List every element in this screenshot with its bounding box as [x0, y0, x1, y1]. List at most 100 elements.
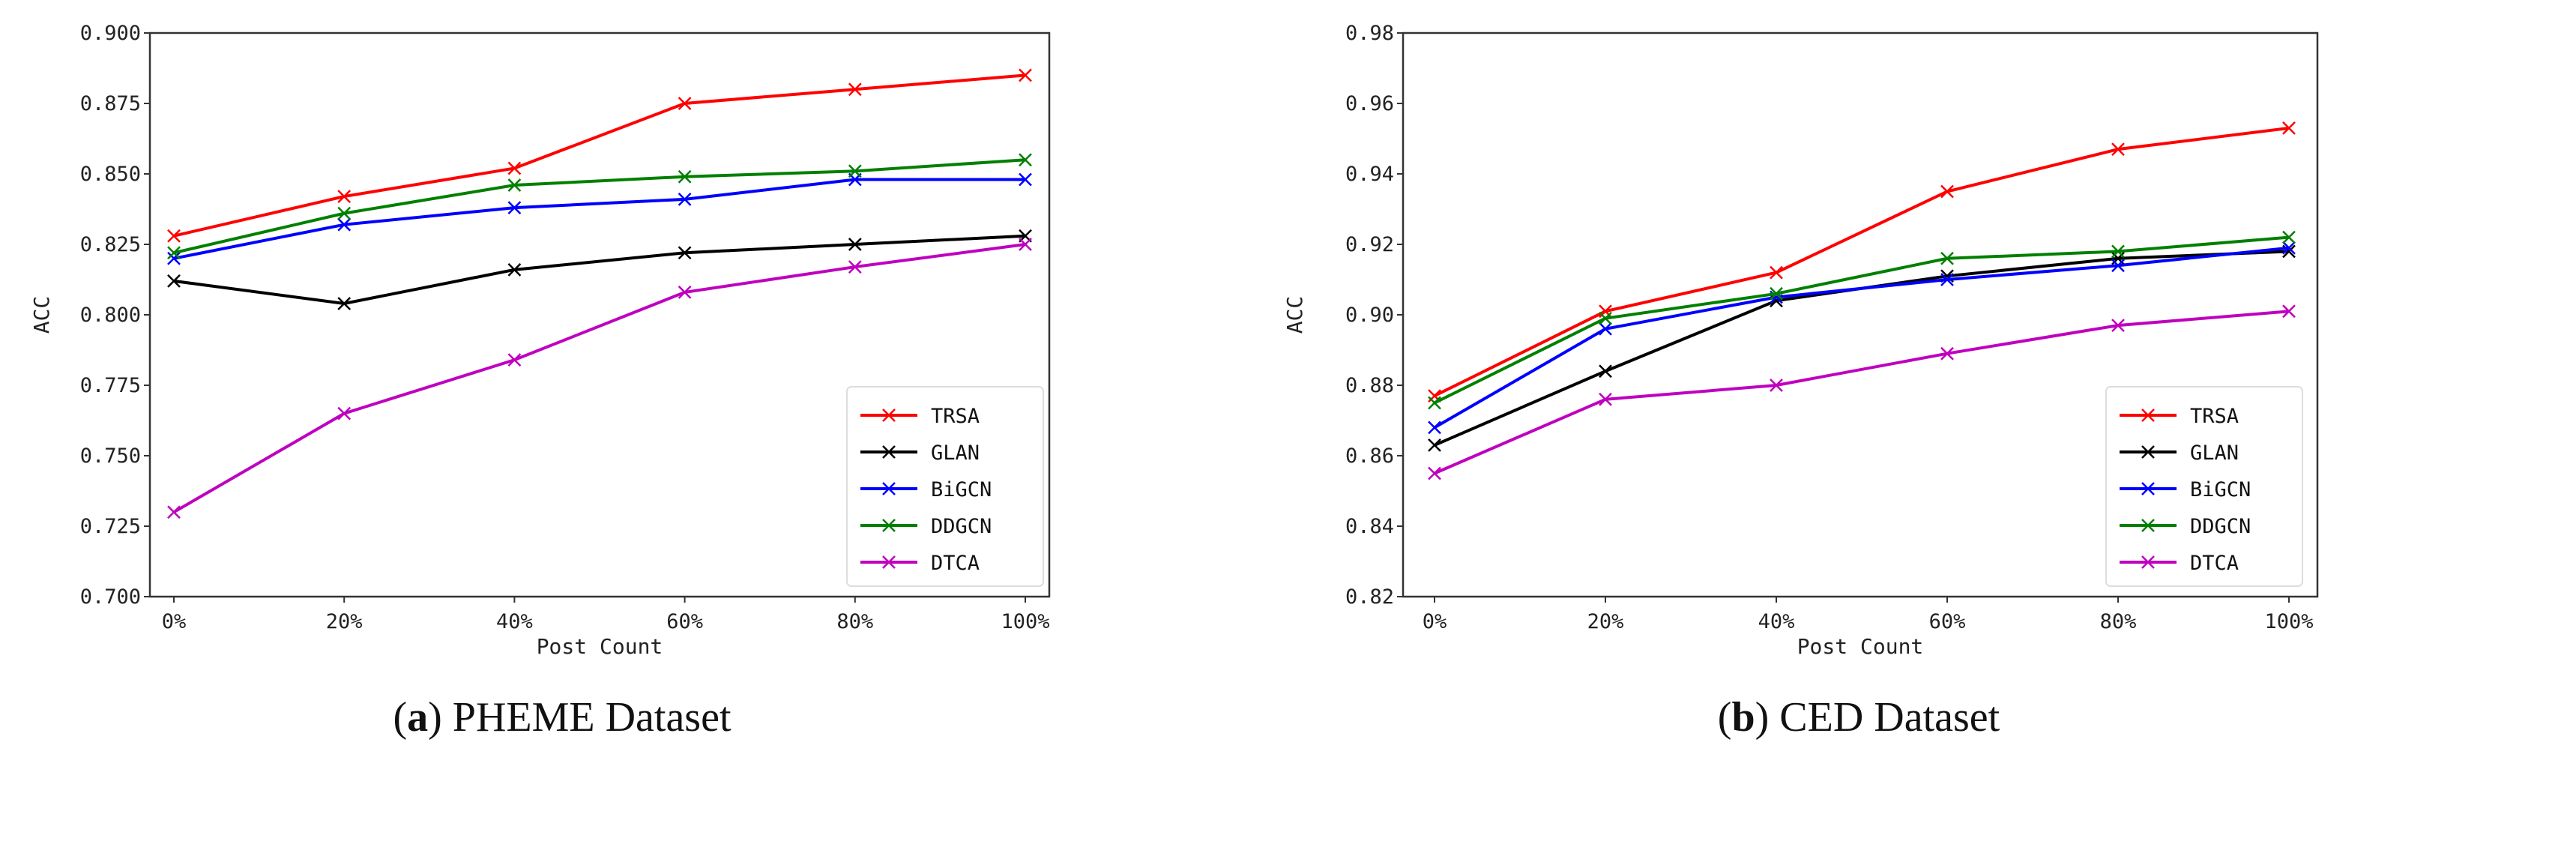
legend: TRSA GLAN BiGCN DDGCN DTCA [2105, 386, 2303, 587]
y-tick-label: 0.96 [1345, 92, 1394, 115]
data-point-marker [507, 262, 522, 277]
data-point-marker [1770, 265, 1783, 280]
series-line [172, 243, 1026, 513]
data-point-marker [2111, 259, 2125, 273]
data-point-marker [337, 297, 352, 310]
data-point-marker [167, 505, 181, 519]
y-tick-label: 0.86 [1345, 444, 1394, 468]
data-point-marker [337, 206, 352, 220]
series-line [173, 178, 1025, 260]
data-point-marker [1599, 322, 1612, 336]
y-tick-label: 0.90 [1345, 304, 1394, 327]
data-point-marker [167, 246, 181, 260]
x-tick-label: 40% [496, 610, 533, 633]
data-point-marker [1019, 68, 1032, 82]
series-line [1434, 310, 2290, 475]
y-tick-label: 0.850 [80, 163, 141, 186]
legend-label: TRSA [2190, 405, 2239, 428]
y-tick-label: 0.725 [80, 515, 141, 538]
caption-a-label: a [407, 694, 429, 741]
data-point-marker [2111, 142, 2125, 156]
legend-marker [882, 445, 896, 459]
series-line [173, 73, 1026, 238]
legend-label: DTCA [2190, 552, 2239, 575]
series-line [1434, 246, 2290, 429]
series-bigcn [1428, 241, 2296, 435]
legend-label: DTCA [931, 552, 980, 575]
y-tick-label: 0.825 [80, 233, 141, 256]
data-point-marker [507, 161, 522, 175]
y-tick-label: 0.750 [80, 444, 141, 468]
data-point-marker [1428, 396, 1441, 410]
data-point-marker [2282, 230, 2296, 244]
legend-label: BiGCN [2190, 478, 2251, 501]
y-tick-label: 0.900 [80, 22, 141, 45]
data-point-marker [1019, 172, 1032, 187]
y-tick-label: 0.800 [80, 304, 141, 327]
x-tick-label: 0% [1423, 610, 1447, 633]
data-point-marker [337, 406, 352, 421]
series-dtca [167, 238, 1032, 519]
y-tick-label: 0.700 [80, 585, 141, 609]
series-line [173, 158, 1026, 255]
legend-label: BiGCN [931, 478, 992, 501]
legend-box [846, 386, 1044, 587]
series-trsa [167, 68, 1032, 243]
data-point-marker [1599, 392, 1612, 406]
data-point-marker [1428, 438, 1441, 452]
y-tick-label: 0.88 [1345, 374, 1394, 397]
x-tick-label: 0% [162, 610, 187, 633]
legend-marker [2141, 445, 2155, 459]
series-line [1434, 126, 2290, 397]
series-trsa [1428, 121, 2296, 403]
data-point-marker [1940, 251, 1954, 265]
y-tick-label: 0.94 [1345, 163, 1394, 186]
y-tick-label: 0.875 [80, 92, 141, 115]
data-point-marker [1940, 346, 1954, 361]
legend-marker [2141, 482, 2155, 495]
data-point-marker [1599, 311, 1612, 325]
caption-a: (a) PHEME Dataset [393, 694, 732, 741]
chart-b: 0.82 0.84 0.86 0.88 0.90 0.92 0.94 0.96 0.98 0% 20… [1282, 22, 2319, 659]
x-tick-label: 20% [1587, 610, 1624, 633]
data-point-marker [167, 274, 181, 288]
legend-marker [2141, 555, 2155, 569]
series-line [1434, 235, 2290, 405]
data-point-marker [167, 251, 181, 265]
data-point-marker [2282, 241, 2296, 255]
data-point-marker [678, 286, 692, 299]
x-tick-label: 80% [836, 610, 873, 633]
legend-label: DDGCN [931, 515, 992, 538]
legend-marker [882, 519, 896, 532]
data-point-marker [1428, 421, 1441, 435]
data-point-marker [678, 192, 692, 206]
data-point-marker [1940, 273, 1954, 286]
data-point-marker [507, 353, 522, 367]
data-point-marker [2111, 244, 2125, 259]
data-point-marker [678, 97, 692, 110]
series-ddgcn [167, 153, 1032, 260]
y-tick-label: 0.775 [80, 374, 141, 397]
data-point-marker [848, 260, 862, 274]
data-point-marker [1428, 466, 1441, 480]
data-point-marker [678, 246, 692, 260]
legend-label: TRSA [931, 405, 980, 428]
data-point-marker [848, 164, 862, 178]
y-tick-label: 0.84 [1345, 515, 1394, 538]
x-tick-label: 100% [2264, 610, 2313, 633]
series-glan [167, 229, 1032, 310]
data-point-marker [848, 238, 862, 251]
data-point-marker [1019, 238, 1032, 251]
y-axis-label: ACC [29, 296, 54, 334]
caption-a-text: PHEME Dataset [452, 694, 732, 741]
data-point-marker [337, 190, 352, 203]
data-point-marker [1019, 153, 1032, 167]
series-dtca [1428, 304, 2296, 480]
data-point-marker [1940, 184, 1954, 199]
legend-box [2105, 386, 2303, 587]
series-line [173, 234, 1026, 305]
data-point-marker [2282, 121, 2296, 135]
legend-label: DDGCN [2190, 515, 2251, 538]
caption-b-label: b [1731, 694, 1755, 741]
x-tick-label: 100% [1001, 610, 1049, 633]
